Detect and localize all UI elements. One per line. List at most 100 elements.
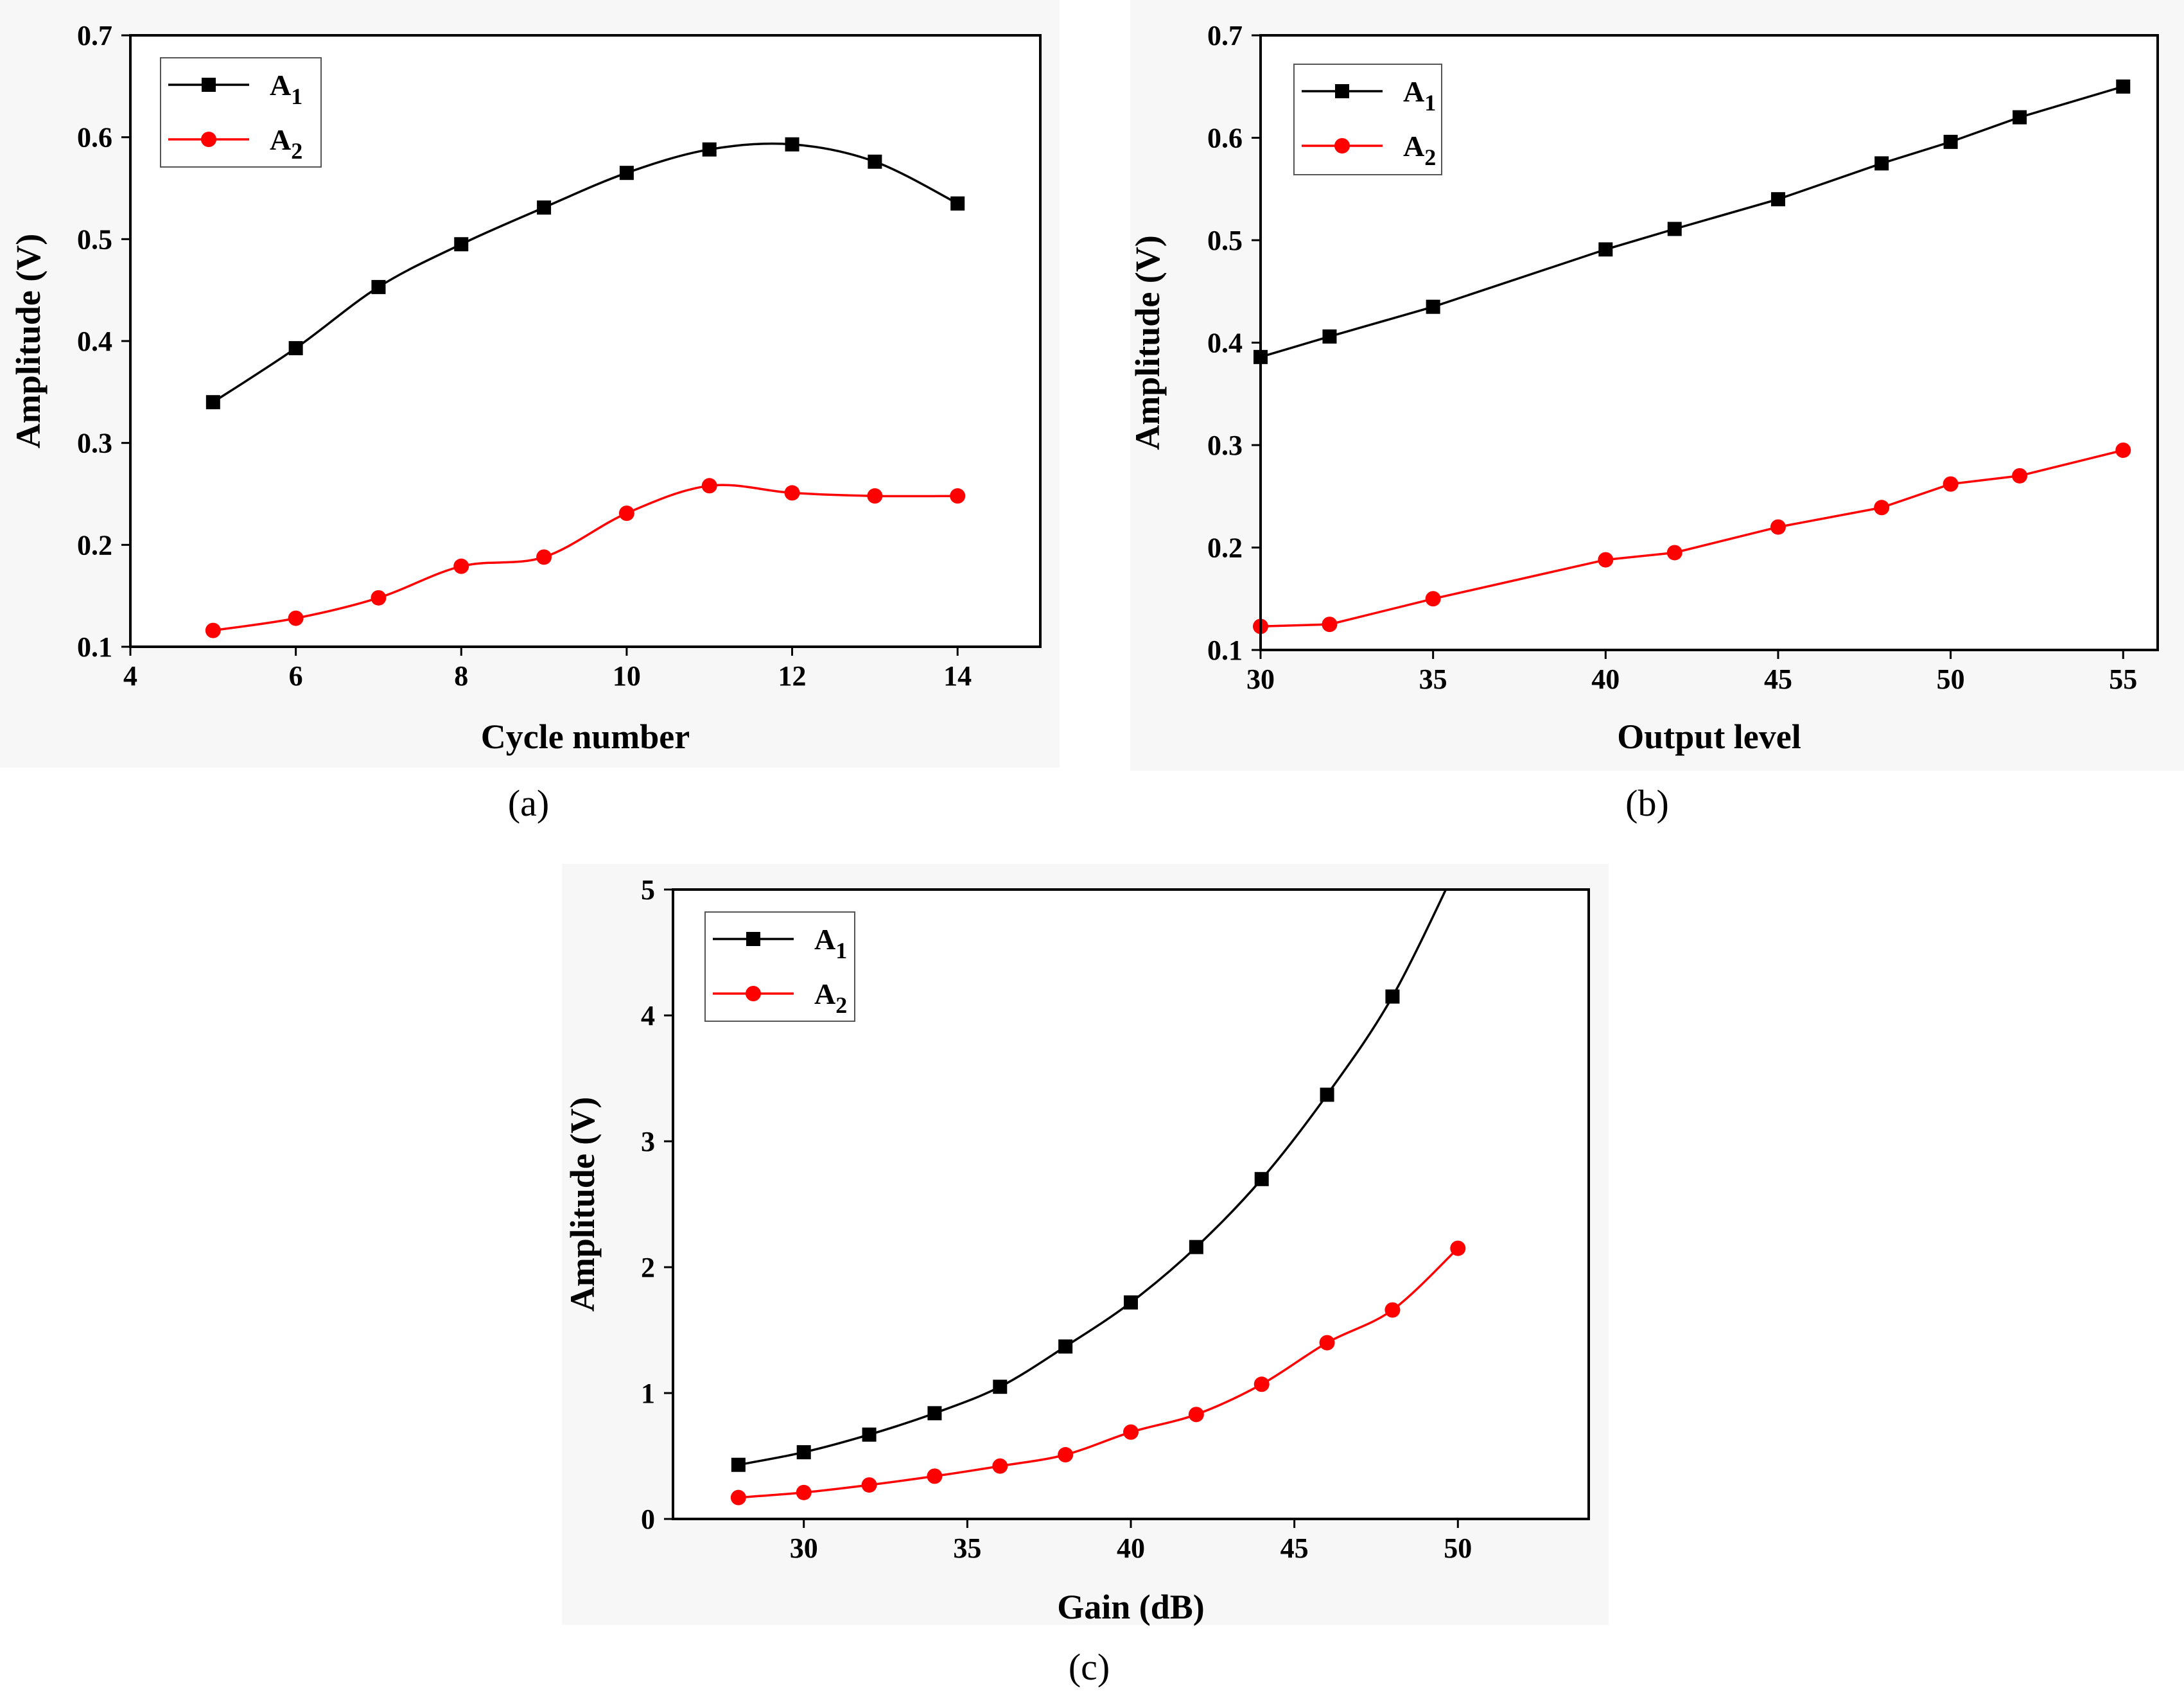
series-2-point [867, 488, 883, 504]
series-2-point [536, 549, 552, 565]
series-1-point [2013, 110, 2027, 125]
series-1-point [288, 341, 303, 356]
y-tick-label: 0.6 [77, 122, 112, 154]
x-tick-label: 8 [454, 660, 468, 692]
series-2-point [1123, 1424, 1139, 1440]
x-axis-title: Output level [1617, 717, 1801, 756]
series-1-point [1598, 242, 1613, 257]
series-2-point [1254, 1376, 1270, 1392]
y-tick-label: 0.7 [77, 20, 112, 51]
legend-box [1293, 64, 1442, 175]
y-tick-label: 4 [641, 1000, 655, 1031]
legend-marker [746, 932, 760, 946]
series-2-point [1874, 500, 1890, 516]
x-tick-label: 35 [1419, 663, 1447, 695]
y-axis-title: Amplitude (V) [563, 1097, 602, 1312]
y-axis-title: Amplitude (V) [1128, 235, 1167, 450]
series-1-point [1667, 222, 1682, 236]
x-tick-label: 50 [1444, 1532, 1472, 1564]
legend-marker [202, 78, 216, 92]
series-2-point [1770, 519, 1786, 535]
series-1-point [1385, 989, 1400, 1004]
series-1-point [796, 1445, 811, 1460]
series-1-point [454, 237, 469, 252]
series-2-point [1425, 591, 1441, 607]
series-2-point [1666, 545, 1682, 561]
series-2-point [730, 1489, 746, 1505]
x-tick-label: 30 [790, 1532, 818, 1564]
series-2-point [1943, 476, 1959, 492]
caption-c: (c) [1069, 1646, 1110, 1688]
series-1-line [1261, 85, 2124, 358]
x-tick-label: 14 [943, 660, 972, 692]
legend-marker [746, 986, 761, 1001]
plot-frame [129, 34, 1042, 648]
legend-label-subscript: 1 [291, 83, 302, 109]
series-2-point [992, 1458, 1008, 1474]
series-2-line [213, 484, 958, 632]
y-tick-label: 0.5 [1207, 225, 1243, 256]
panel-b-chart: 30 35 40 45 50 55 0.1 0.2 0.3 0.4 0.5 0.6 0.7 Output … [1128, 0, 2184, 771]
series-2-point [701, 478, 717, 494]
series-2-point [453, 558, 469, 574]
caption-b: (b) [1625, 782, 1669, 824]
series-2-point [950, 488, 966, 504]
x-axis-title: Gain (dB) [1057, 1588, 1205, 1626]
x-tick-label: 10 [613, 660, 641, 692]
x-tick-label: 50 [1937, 663, 1965, 695]
series-2-point [1319, 1335, 1335, 1351]
y-tick-label: 0.3 [77, 428, 112, 459]
series-1-point [927, 1406, 942, 1421]
series-2-point [796, 1484, 812, 1500]
series-2-point [784, 485, 800, 501]
series-1-point [205, 395, 220, 410]
plot-frame [672, 888, 1590, 1520]
y-tick-label: 0.4 [1207, 328, 1243, 359]
legend-label-subscript: 2 [291, 138, 302, 164]
series-2-line [1261, 449, 2124, 628]
series-2-point [205, 622, 221, 638]
legend-label-subscript: 1 [835, 938, 847, 963]
series-1-point [537, 200, 552, 215]
y-tick-label: 0.2 [77, 529, 112, 561]
x-tick-label: 30 [1246, 663, 1275, 695]
y-tick-label: 0.7 [1207, 20, 1243, 51]
y-axis-title: Amplitude (V) [9, 234, 48, 449]
y-tick-label: 0 [641, 1504, 655, 1535]
y-tick-label: 0.4 [77, 326, 112, 357]
y-tick-label: 0.2 [1207, 532, 1243, 564]
y-tick-label: 0.6 [1207, 123, 1243, 154]
series-2-point [1322, 617, 1338, 633]
x-tick-label: 40 [1591, 663, 1620, 695]
plot-frame [1259, 34, 2159, 651]
series-1-point [1058, 1339, 1073, 1354]
series-1-point [1426, 299, 1440, 314]
series-2-point [861, 1477, 877, 1493]
series-1-point [1189, 1240, 1203, 1254]
series-2-point [1058, 1447, 1074, 1463]
x-tick-label: 45 [1764, 663, 1792, 695]
series-2-point [618, 505, 634, 522]
series-2-point [2012, 468, 2028, 484]
series-2-point [371, 590, 387, 606]
series-1-point [868, 154, 882, 169]
y-tick-label: 3 [641, 1126, 655, 1157]
x-tick-label: 6 [289, 660, 303, 692]
legend-label-subscript: 2 [835, 992, 847, 1018]
series-2-point [288, 610, 304, 626]
y-tick-label: 2 [641, 1252, 655, 1283]
caption-a: (a) [508, 782, 549, 824]
y-tick-label: 0.5 [77, 224, 112, 255]
series-1-point [993, 1380, 1008, 1394]
x-tick-label: 4 [123, 660, 137, 692]
x-axis-title: Cycle number [481, 717, 690, 756]
y-tick-label: 0.3 [1207, 430, 1243, 461]
series-1-point [371, 279, 386, 294]
series-2-point [1450, 1240, 1466, 1256]
series-1-point [1254, 1171, 1269, 1186]
series-2-point [927, 1468, 943, 1484]
